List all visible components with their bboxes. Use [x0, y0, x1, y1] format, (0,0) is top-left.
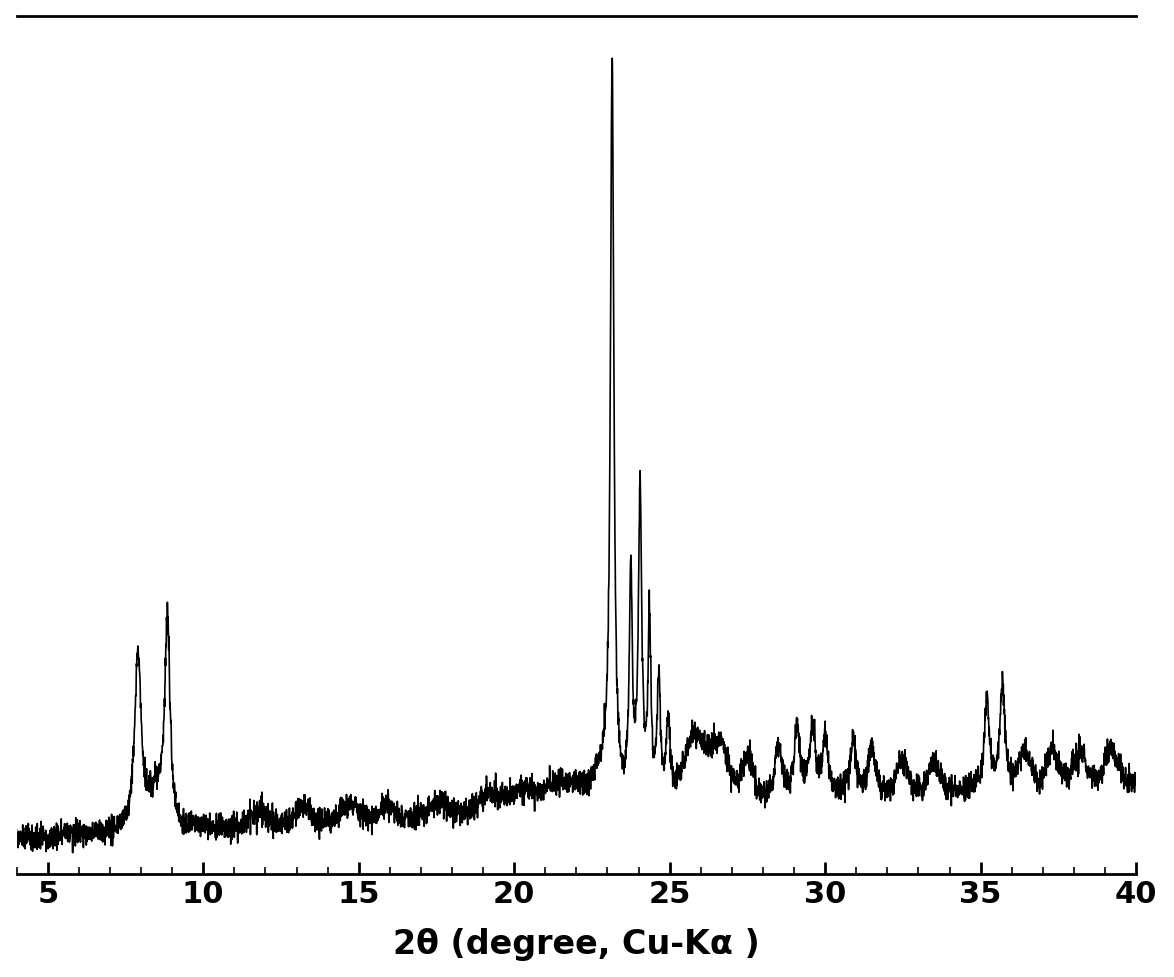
X-axis label: 2θ (degree, Cu-Kα ): 2θ (degree, Cu-Kα ) — [393, 927, 760, 960]
